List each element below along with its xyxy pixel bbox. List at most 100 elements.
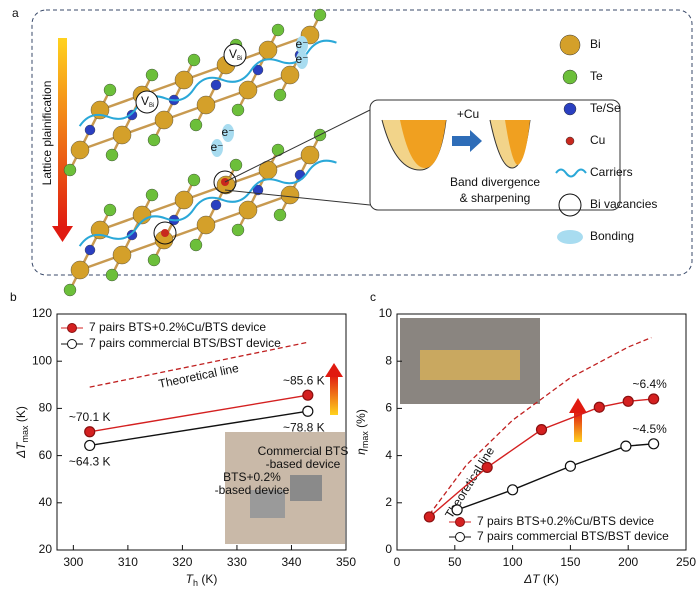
atom — [84, 244, 96, 256]
legend-marker — [455, 517, 465, 527]
vacancy-sub: Bi — [149, 103, 154, 109]
point — [451, 504, 463, 516]
x-tick-label: 320 — [172, 555, 192, 569]
atom — [210, 79, 222, 91]
atom — [300, 145, 320, 165]
atom — [271, 143, 285, 157]
inset-top: +Cu — [457, 107, 479, 121]
atom — [126, 229, 138, 241]
legend-label: Carriers — [590, 165, 633, 179]
y-axis-label-main: ΔT — [14, 441, 28, 459]
vacancy-sub: Bi — [237, 56, 242, 62]
atom — [189, 118, 203, 132]
vacancy-label: VBi — [229, 47, 242, 61]
panel-label: a — [12, 6, 19, 20]
electron-label: e⁻ — [295, 37, 308, 51]
carrier-wave — [78, 39, 337, 127]
legend-label: Bonding — [590, 229, 634, 243]
cu-site — [153, 221, 177, 245]
vacancy — [135, 90, 159, 114]
photo-label: BTS+0.2% — [223, 470, 281, 484]
theory-label: Theoretical line — [157, 361, 240, 391]
legend-label: 7 pairs commercial BTS/BST device — [477, 529, 669, 543]
y-tick-label: 6 — [385, 401, 392, 415]
x-axis-label: ΔT (K) — [523, 572, 559, 586]
point — [302, 405, 314, 417]
atom — [145, 68, 159, 82]
point — [535, 424, 548, 436]
y-axis-label-sub: max — [20, 425, 30, 443]
atom — [280, 65, 300, 85]
atom — [229, 158, 243, 172]
x-axis-label-main: ΔT — [523, 572, 541, 586]
x-axis-label-sub: h — [193, 578, 198, 588]
gradient-arrow — [330, 375, 338, 415]
arrow-head — [325, 363, 343, 377]
y-tick-label: 0 — [385, 542, 392, 556]
point — [648, 438, 660, 450]
atom — [313, 8, 327, 22]
arrow-head — [52, 226, 73, 242]
atom — [105, 148, 119, 162]
vacancy-main: V — [229, 47, 237, 61]
legend-atom — [559, 34, 581, 56]
x-tick-label: 0 — [394, 555, 401, 569]
atom — [112, 125, 132, 145]
atom — [70, 260, 90, 280]
atom — [238, 80, 258, 100]
legend-label: 7 pairs BTS+0.2%Cu/BTS device — [89, 320, 266, 334]
point — [648, 393, 660, 405]
vacancy — [223, 43, 247, 67]
y-tick-label: 100 — [32, 353, 52, 367]
inset-caption: & sharpening — [460, 191, 531, 205]
legend-label: 7 pairs BTS+0.2%Cu/BTS device — [477, 514, 654, 528]
y-axis-label: ΔTmax (K) — [14, 406, 30, 459]
x-axis-label-rest: (K) — [198, 572, 217, 586]
arrow — [452, 130, 482, 152]
value-label: ~78.8 K — [283, 420, 325, 434]
callout — [224, 109, 371, 183]
value-label: ~6.4% — [632, 377, 667, 391]
y-tick-label: 10 — [379, 306, 393, 320]
bonding — [211, 139, 223, 157]
atom — [174, 70, 194, 90]
atom — [271, 23, 285, 37]
photo — [225, 432, 345, 544]
atom — [154, 110, 174, 130]
legend-label: Bi — [590, 37, 601, 51]
theory-line — [428, 336, 652, 515]
callout — [224, 189, 371, 206]
legend-marker — [455, 532, 465, 542]
legend-wave — [555, 168, 587, 178]
x-axis-label: Th (K) — [186, 572, 218, 588]
gradient-arrow — [574, 412, 582, 442]
atom — [273, 208, 287, 222]
point — [593, 401, 605, 413]
y-tick-label: 80 — [39, 401, 53, 415]
y-axis-label-rest: (%) — [354, 409, 368, 431]
x-axis-label-rest: (K) — [540, 572, 559, 586]
carrier-wave — [78, 159, 337, 247]
point — [620, 440, 632, 452]
point — [302, 389, 314, 401]
y-tick-label: 40 — [39, 495, 53, 509]
inset-caption: Band divergence — [450, 175, 540, 189]
point — [481, 461, 493, 473]
x-tick-label: 350 — [336, 555, 356, 569]
atom — [187, 173, 201, 187]
legend-label: Te — [590, 69, 603, 83]
band — [400, 120, 446, 168]
bonding — [296, 51, 308, 69]
atom — [103, 203, 117, 217]
vacancy-label: VBi — [141, 94, 154, 108]
bonding — [296, 36, 308, 54]
point — [564, 460, 577, 472]
atom — [126, 109, 138, 121]
point — [423, 511, 435, 523]
y-tick-label: 20 — [39, 542, 53, 556]
x-tick-label: 300 — [63, 555, 83, 569]
plot-frame — [396, 313, 687, 551]
theory-line — [89, 341, 308, 388]
photo-rig — [420, 350, 520, 380]
